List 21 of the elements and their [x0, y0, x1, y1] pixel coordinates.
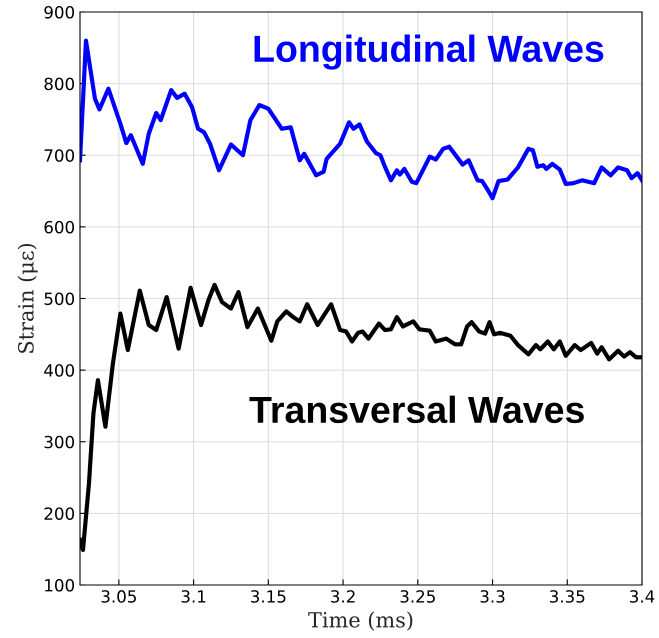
x-axis-title: Time (ms) — [308, 612, 412, 631]
y-tick-label: 600 — [44, 220, 74, 234]
y-tick-label: 300 — [44, 436, 74, 448]
y-tick-label: 700 — [44, 149, 74, 162]
y-tick-label: 200 — [44, 507, 74, 520]
x-tick-label: 3.05 — [102, 590, 136, 603]
x-tick-label: 3.2 — [331, 590, 355, 603]
x-tick-label: 3.35 — [550, 590, 584, 603]
y-axis-title: Strain (με) — [18, 244, 38, 353]
y-tick-label: 800 — [44, 78, 74, 90]
y-tick-label: 900 — [44, 6, 74, 19]
series-label: Transversal Waves — [249, 396, 584, 424]
x-tick-label: 3.15 — [251, 590, 286, 603]
x-tick-label: 3.3 — [480, 590, 504, 603]
y-tick-label: 500 — [44, 292, 74, 306]
x-tick-label: 3.4 — [630, 590, 654, 603]
x-tick-label: 3.1 — [182, 590, 206, 603]
y-tick-label: 100 — [45, 578, 74, 592]
x-tick-label: 3.25 — [400, 590, 435, 603]
series-label: Longitudinal Waves — [254, 34, 604, 70]
y-tick-label: 400 — [44, 364, 74, 377]
